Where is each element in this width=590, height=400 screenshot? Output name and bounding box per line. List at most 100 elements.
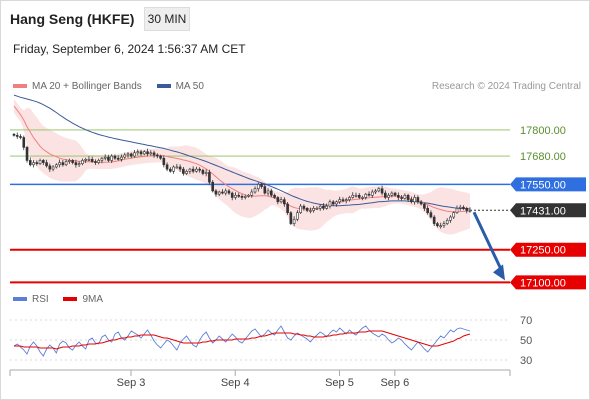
candle-body-138 [462,206,465,209]
candle-88 [299,203,302,214]
candle-body-61 [211,181,214,192]
rsi-panel: 70 50 30 [10,315,532,367]
candle-body-101 [341,199,345,202]
candle-67 [230,191,234,201]
candle-137 [458,204,462,211]
projection-arrow-head [493,264,505,281]
candle-body-33 [120,156,123,160]
candle-135 [452,211,456,220]
candle-50 [175,163,179,169]
candle-body-41 [146,151,149,155]
candle-95 [322,203,325,211]
x-tick-label-1: Sep 4 [221,377,250,389]
candle-83 [283,197,286,207]
candle-112 [377,187,381,193]
candle-57 [198,167,201,173]
candle-110 [370,189,374,198]
candle-body-69 [237,194,241,197]
candle-body-43 [152,152,156,156]
candle-12 [51,164,55,172]
candle-128 [429,210,433,219]
candle-114 [384,190,387,200]
candle-body-10 [45,162,48,167]
level-label-2: 17550.00 [520,179,566,191]
candle-body-45 [159,155,162,159]
candle-22 [84,157,87,164]
candles [12,132,472,229]
candle-120 [403,193,407,200]
candle-body-114 [384,192,387,198]
timestamp: Friday, September 6, 2024 1:56:37 AM CET [13,42,246,56]
candle-body-87 [296,212,299,220]
candle-body-82 [279,199,283,203]
candle-77 [263,183,267,195]
candle-body-51 [178,166,182,170]
candle-38 [136,149,140,156]
candle-102 [344,197,348,204]
candle-115 [387,193,390,201]
candle-7 [35,160,39,166]
candle-body-49 [172,166,175,172]
legend-item-9ma: 9MA [63,294,103,305]
candle-84 [286,202,289,215]
candle-body-76 [260,184,263,187]
level-badge-4 [510,242,586,257]
legend-item-rsi: RSI [13,294,49,305]
candle-9 [42,159,45,165]
candle-body-88 [299,205,302,213]
candle-body-34 [123,154,127,158]
candle-body-56 [195,168,198,172]
candle-14 [58,159,61,168]
level-badge-3 [510,203,586,218]
interval-button[interactable]: 30 MIN [144,7,190,31]
candle-body-8 [38,160,42,164]
candle-71 [243,194,247,200]
candle-74 [253,186,257,194]
candle-body-4 [25,147,29,161]
candle-body-135 [452,212,456,218]
candle-92 [312,205,315,213]
ma20-swatch [13,84,27,89]
candle-body-122 [410,199,413,203]
candle-body-25 [94,161,97,163]
candle-130 [436,222,439,228]
candle-body-81 [276,197,280,203]
legend-item-ma50: MA 50 [156,81,204,92]
level-label-4: 17250.00 [520,245,566,257]
candle-131 [439,222,442,229]
candle-139 [465,206,469,214]
candle-body-29 [107,156,110,161]
candle-116 [390,191,394,198]
candle-4 [25,145,29,163]
candle-body-80 [273,194,276,198]
rsi-line [13,325,471,357]
candle-54 [188,167,192,174]
candle-26 [97,158,100,165]
projection-arrow-shaft [472,211,504,273]
candle-123 [413,194,416,205]
candle-36 [129,152,133,159]
candle-3 [22,135,26,151]
ma50-line [13,94,471,210]
candle-body-126 [423,203,426,209]
candle-body-20 [77,163,81,166]
candle-31 [113,154,117,161]
candle-107 [361,195,364,201]
candle-60 [208,169,211,185]
candle-body-90 [305,208,309,211]
candle-72 [247,193,250,198]
candle-105 [354,192,358,198]
candle-23 [87,156,91,162]
candle-body-124 [416,197,420,203]
price-levels: 17800.00 17680.00 17550.00 17431.00 17250.00… [10,125,586,290]
candle-138 [462,205,465,211]
candle-25 [94,159,97,165]
candle-body-71 [243,196,247,198]
candle-13 [55,163,58,169]
candle-52 [182,166,185,176]
candle-body-92 [312,208,315,211]
rsi-tick-2: 30 [520,355,532,367]
candle-56 [195,166,198,173]
candle-82 [279,196,283,204]
